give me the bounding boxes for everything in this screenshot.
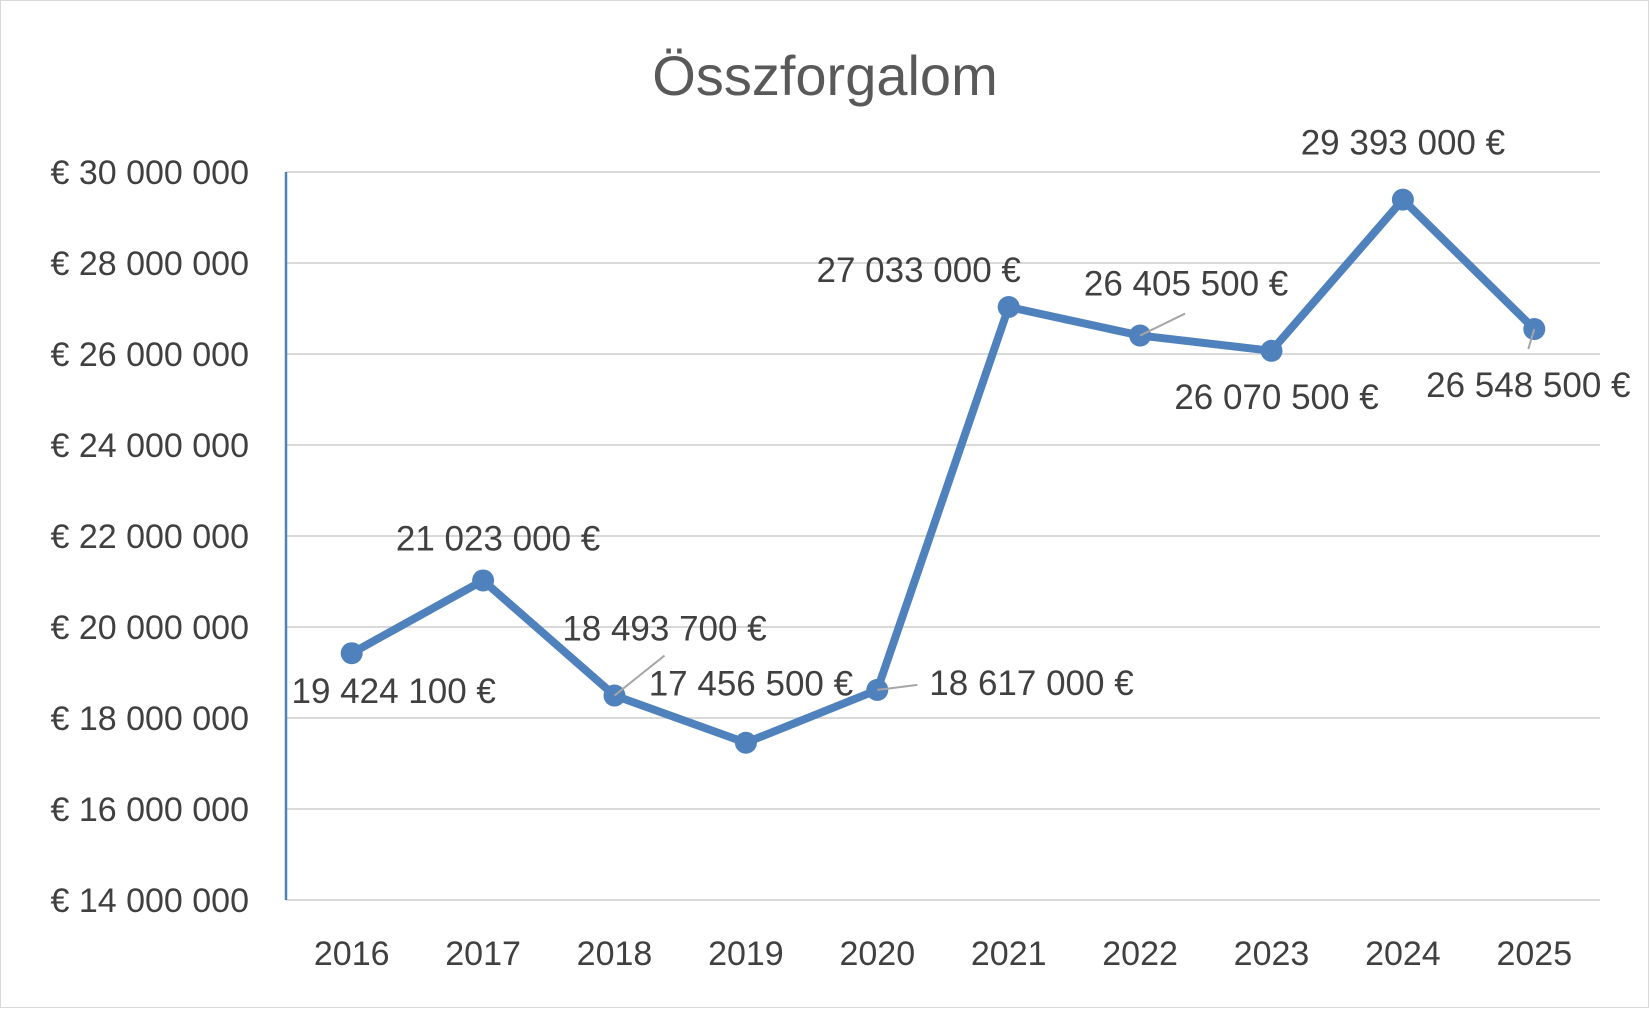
y-tick-label: € 14 000 000 bbox=[50, 882, 249, 920]
data-point bbox=[997, 295, 1020, 318]
x-tick-label: 2024 bbox=[1365, 935, 1441, 973]
leader-line bbox=[1527, 328, 1536, 350]
x-tick-label: 2021 bbox=[971, 935, 1047, 973]
data-label: 26 548 500 € bbox=[1426, 366, 1630, 405]
data-point bbox=[340, 642, 363, 665]
y-tick-label: € 30 000 000 bbox=[50, 154, 249, 192]
x-tick-label: 2016 bbox=[314, 935, 390, 973]
data-label: 27 033 000 € bbox=[817, 251, 1021, 290]
y-tick-label: € 22 000 000 bbox=[50, 518, 249, 556]
chart-title: Összforgalom bbox=[652, 44, 997, 107]
data-point bbox=[1260, 339, 1283, 362]
leader-line bbox=[1139, 312, 1186, 337]
data-label: 17 456 500 € bbox=[649, 665, 853, 704]
data-label: 26 070 500 € bbox=[1174, 378, 1378, 417]
y-tick-label: € 24 000 000 bbox=[50, 427, 249, 465]
x-axis-ticks: 2016 2017 2018 2019 2020 2021 2022 2023 2024 2025 bbox=[314, 935, 1572, 973]
series-line bbox=[347, 195, 1539, 747]
y-axis-ticks: € 14 000 000 € 16 000 000 € 18 000 000 € 20… bbox=[50, 154, 249, 920]
axes bbox=[284, 172, 1600, 901]
y-tick-label: € 26 000 000 bbox=[50, 336, 249, 374]
data-point bbox=[472, 569, 495, 592]
x-tick-label: 2020 bbox=[839, 935, 915, 973]
gridlines bbox=[286, 171, 1600, 810]
data-point bbox=[1391, 188, 1414, 211]
data-label: 19 424 100 € bbox=[292, 672, 496, 711]
data-point bbox=[734, 731, 757, 754]
x-tick-label: 2022 bbox=[1102, 935, 1178, 973]
data-label: 29 393 000 € bbox=[1301, 124, 1505, 163]
y-tick-label: € 28 000 000 bbox=[50, 245, 249, 283]
leader-line bbox=[613, 654, 666, 697]
y-tick-label: € 18 000 000 bbox=[50, 700, 249, 738]
y-tick-label: € 20 000 000 bbox=[50, 609, 249, 647]
x-tick-label: 2018 bbox=[577, 935, 653, 973]
x-tick-label: 2017 bbox=[445, 935, 521, 973]
x-tick-label: 2019 bbox=[708, 935, 784, 973]
leader-line bbox=[877, 683, 918, 691]
data-label: 18 617 000 € bbox=[929, 664, 1133, 703]
x-tick-label: 2025 bbox=[1496, 935, 1572, 973]
data-label: 26 405 500 € bbox=[1084, 265, 1288, 304]
leader-lines bbox=[613, 312, 1536, 697]
y-tick-label: € 16 000 000 bbox=[50, 791, 249, 829]
series-layer bbox=[340, 188, 1546, 754]
data-labels: 19 424 100 € 21 023 000 € 18 493 700 € 17 4… bbox=[292, 124, 1631, 712]
x-tick-label: 2023 bbox=[1234, 935, 1310, 973]
data-label: 18 493 700 € bbox=[562, 610, 766, 649]
data-label: 21 023 000 € bbox=[396, 519, 600, 558]
